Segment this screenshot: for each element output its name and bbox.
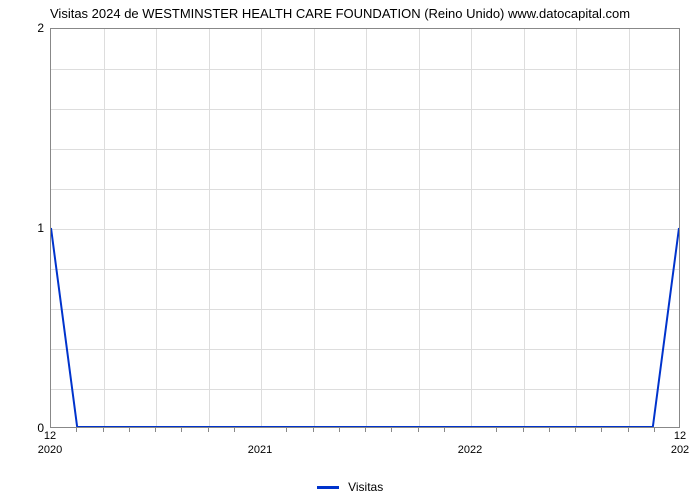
x-minor-tick bbox=[628, 428, 629, 432]
x-minor-tick bbox=[208, 428, 209, 432]
chart-container: Visitas 2024 de WESTMINSTER HEALTH CARE … bbox=[0, 0, 700, 500]
legend: Visitas bbox=[0, 479, 700, 494]
chart-title: Visitas 2024 de WESTMINSTER HEALTH CARE … bbox=[50, 6, 630, 21]
x-minor-tick bbox=[313, 428, 314, 432]
x-minor-tick bbox=[654, 428, 655, 432]
x-minor-tick bbox=[103, 428, 104, 432]
legend-swatch bbox=[317, 486, 339, 489]
x-minor-tick bbox=[286, 428, 287, 432]
x-tick-label-year: 2021 bbox=[248, 444, 272, 456]
y-tick-label: 0 bbox=[4, 421, 44, 435]
plot-area bbox=[50, 28, 680, 428]
x-minor-tick bbox=[523, 428, 524, 432]
x-tick-label-year: 2022 bbox=[458, 444, 482, 456]
y-tick-label: 2 bbox=[4, 21, 44, 35]
x-minor-tick bbox=[549, 428, 550, 432]
x-minor-tick bbox=[234, 428, 235, 432]
x-minor-tick bbox=[496, 428, 497, 432]
legend-label: Visitas bbox=[348, 480, 383, 494]
x-minor-tick bbox=[575, 428, 576, 432]
x-minor-tick bbox=[365, 428, 366, 432]
x-tick-label-year: 2020 bbox=[38, 444, 62, 456]
x-tick-label-month: 12 bbox=[674, 430, 686, 442]
x-minor-tick bbox=[418, 428, 419, 432]
x-minor-tick bbox=[129, 428, 130, 432]
x-minor-tick bbox=[76, 428, 77, 432]
x-minor-tick bbox=[601, 428, 602, 432]
line-series bbox=[51, 29, 679, 427]
x-minor-tick bbox=[339, 428, 340, 432]
y-tick-label: 1 bbox=[4, 221, 44, 235]
x-tick-label-year: 202 bbox=[671, 444, 689, 456]
x-minor-tick bbox=[181, 428, 182, 432]
x-minor-tick bbox=[391, 428, 392, 432]
x-minor-tick bbox=[444, 428, 445, 432]
x-tick-label-month: 12 bbox=[44, 430, 56, 442]
x-minor-tick bbox=[155, 428, 156, 432]
